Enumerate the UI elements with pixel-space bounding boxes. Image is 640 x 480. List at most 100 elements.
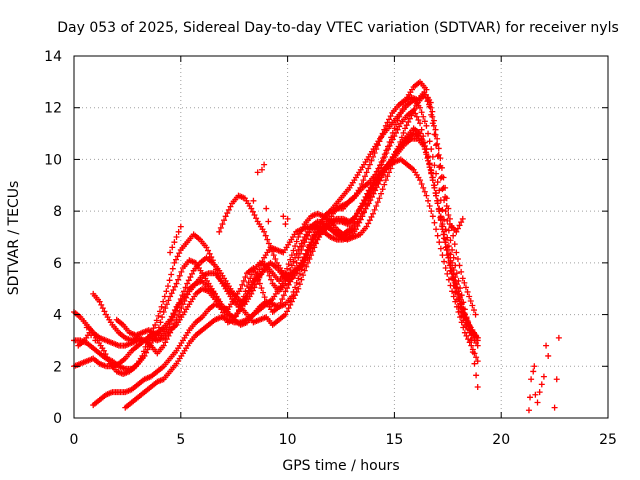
data-point [301,254,308,261]
data-point [253,215,260,222]
data-point [262,232,269,239]
data-point [413,113,420,120]
data-point [301,267,308,274]
plot-frame [73,55,609,419]
data-point [386,138,393,145]
data-point [450,293,457,300]
data-point [221,217,228,224]
data-point [391,133,398,140]
data-point [400,129,407,136]
data-point [441,197,448,204]
data-point [417,120,424,127]
data-point [376,162,383,169]
data-point [259,258,266,265]
data-point [164,324,171,331]
data-point [171,283,178,290]
data-point [391,125,398,132]
data-point [174,303,181,310]
data-point [433,142,440,149]
data-point [370,210,377,217]
data-point [443,202,450,209]
data-point [434,140,441,147]
data-point [175,312,182,319]
data-point [459,215,466,222]
data-point [300,272,307,279]
data-point [366,188,373,195]
data-point [421,118,428,125]
data-point [396,123,403,130]
data-point [284,265,291,272]
series-day-8 [216,91,466,279]
data-point [435,206,442,213]
data-point [294,266,301,273]
data-point [225,206,232,213]
data-point [250,197,257,204]
data-point [445,254,452,261]
data-point [405,118,412,125]
data-point [183,294,190,301]
data-point [528,376,535,383]
data-point [179,292,186,299]
data-point [462,284,469,291]
data-point [165,332,172,339]
data-point [172,256,179,263]
data-point [543,342,550,349]
series-day-7 [122,78,481,411]
data-point [435,151,442,158]
data-point [156,308,163,315]
data-point [406,115,413,122]
data-point [397,109,404,116]
data-point [538,381,545,388]
data-point [452,262,459,269]
x-tick-labels: 0 5 10 15 20 25 [70,432,617,448]
data-point [285,305,292,312]
data-point [525,407,532,414]
x-tick-label: 25 [599,432,617,448]
data-point [453,285,460,292]
data-point [458,301,465,308]
data-point [288,298,295,305]
data-point [530,368,537,375]
data-point [168,271,175,278]
data-point [378,159,385,166]
data-point [424,155,431,162]
data-point [449,288,456,295]
data-point [445,227,452,234]
data-point [408,112,415,119]
data-point [421,143,428,150]
data-point [454,225,461,232]
data-point [167,329,174,336]
data-point [439,186,446,193]
data-point [261,161,268,168]
data-point [293,288,300,295]
data-point [451,241,458,248]
data-point [280,213,287,220]
data-point [474,342,481,349]
data-point [434,153,441,160]
data-point [99,305,106,312]
data-point [178,305,185,312]
data-point [173,234,180,240]
data-point [460,324,467,331]
data-point [394,126,401,133]
data-point [438,223,445,230]
data-point [442,239,449,246]
data-point [381,181,388,188]
data-point [181,288,188,295]
data-point [217,224,224,231]
data-point [371,149,378,156]
data-point [251,212,258,219]
data-point [437,175,444,182]
data-point [295,275,302,282]
data-point [254,169,261,176]
data-point [155,324,162,331]
data-point [163,301,170,308]
data-point [365,191,372,198]
data-point [371,206,378,213]
data-point [203,244,210,251]
data-point [383,147,390,154]
data-point [470,307,477,314]
data-point [379,186,386,193]
data-point [402,98,409,105]
data-point [461,310,468,317]
